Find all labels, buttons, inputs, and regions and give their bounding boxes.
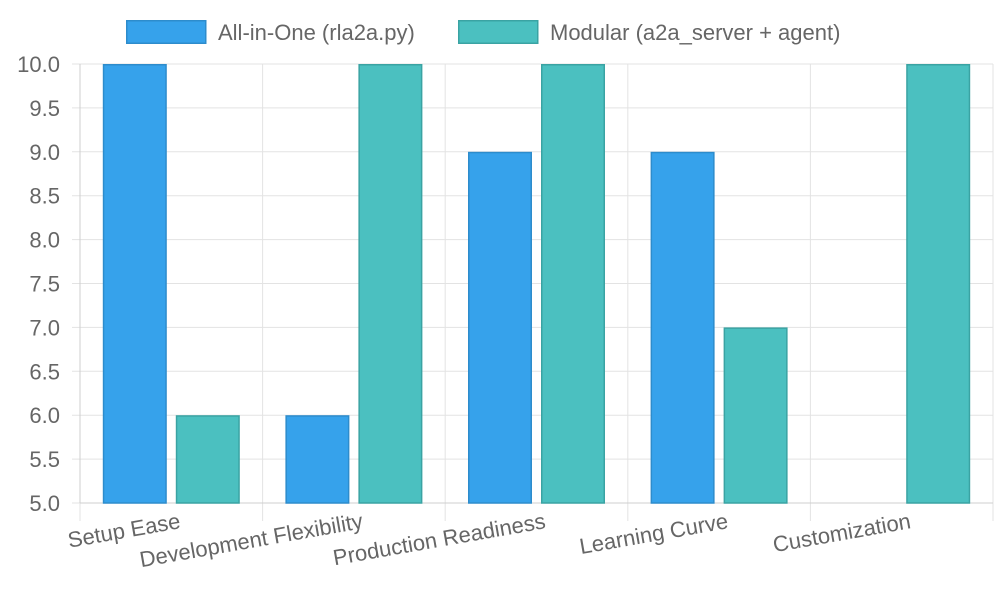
y-tick-label: 6.0 [29, 403, 60, 428]
legend-label: All-in-One (rla2a.py) [218, 20, 415, 45]
legend-swatch [126, 20, 207, 44]
bar-all-in-one[interactable] [285, 415, 350, 504]
y-tick-label: 8.5 [29, 184, 60, 209]
bars [102, 64, 971, 504]
bar-all-in-one[interactable] [650, 151, 715, 504]
y-tick-label: 6.5 [29, 359, 60, 384]
bar-all-in-one[interactable] [102, 64, 167, 504]
x-tick-label: Production Readiness [331, 508, 547, 570]
legend-swatch [458, 20, 539, 44]
x-tick-label: Customization [771, 508, 913, 557]
legend-label: Modular (a2a_server + agent) [550, 20, 840, 45]
bar-all-in-one[interactable] [468, 151, 532, 504]
y-tick-label: 7.5 [29, 272, 60, 297]
y-axis-tick-labels: 5.0 5.5 6.0 6.5 7.0 7.5 8.0 8.5 9.0 9.5 10.0 [17, 52, 60, 516]
bar-modular[interactable] [358, 64, 423, 504]
bar-modular[interactable] [906, 64, 971, 504]
y-tick-label: 9.0 [29, 140, 60, 165]
y-tick-label: 10.0 [17, 52, 60, 77]
bar-modular[interactable] [541, 64, 605, 504]
legend[interactable]: All-in-One (rla2a.py) Modular (a2a_server… [126, 20, 841, 45]
bar-modular[interactable] [175, 415, 240, 504]
x-tick-label: Learning Curve [577, 508, 729, 559]
y-tick-label: 7.0 [29, 315, 60, 340]
y-tick-label: 5.0 [29, 491, 60, 516]
y-tick-label: 5.5 [29, 447, 60, 472]
bar-modular[interactable] [723, 327, 788, 504]
y-tick-label: 9.5 [29, 96, 60, 121]
legend-item-modular[interactable]: Modular (a2a_server + agent) [458, 20, 841, 45]
y-tick-label: 8.0 [29, 228, 60, 253]
legend-item-all-in-one[interactable]: All-in-One (rla2a.py) [126, 20, 415, 45]
